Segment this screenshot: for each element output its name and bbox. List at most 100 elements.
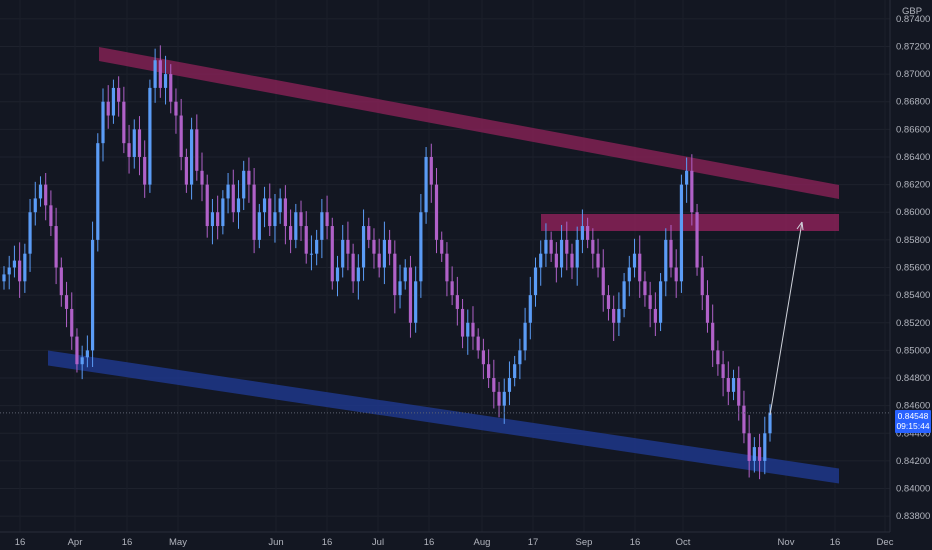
candle-body (450, 281, 454, 296)
candle-body (122, 101, 126, 144)
candle-body (544, 239, 548, 254)
candle-body (330, 226, 334, 282)
y-tick-label: 0.87400 (896, 14, 930, 25)
candle-body (716, 350, 720, 365)
candle-body (440, 239, 444, 254)
drawings[interactable] (48, 47, 839, 484)
candle-body (309, 253, 314, 255)
candle-body (195, 129, 199, 171)
candle-body (90, 239, 95, 351)
candle-body (549, 239, 553, 254)
candle-body (455, 295, 459, 309)
candle-body (606, 295, 611, 309)
candle-body (622, 281, 626, 309)
candle-body (174, 101, 178, 116)
candle-body (377, 253, 381, 268)
candle-body (476, 336, 480, 351)
plot-area (0, 0, 890, 532)
candle-body (460, 308, 465, 337)
candle-body (163, 74, 168, 88)
candle-body (747, 433, 751, 461)
candle-body (143, 156, 147, 185)
candle-body (763, 433, 767, 461)
candle-body (106, 101, 110, 116)
candle-body (711, 322, 715, 351)
candle-body (481, 350, 486, 365)
candle-body (669, 239, 673, 268)
candle-body (690, 170, 694, 213)
candle-body (294, 212, 298, 240)
candle-body (398, 281, 402, 296)
candle-body (664, 239, 668, 282)
y-tick-label: 0.84200 (896, 456, 930, 467)
x-tick-label: Nov (778, 537, 795, 548)
x-tick-label: Dec (877, 537, 894, 548)
candle-body (38, 184, 43, 199)
candle-body (158, 60, 162, 88)
candle-body (7, 267, 11, 275)
candle-body (695, 212, 699, 268)
candle-body (497, 391, 501, 406)
candle-body (492, 378, 496, 392)
candle-body (351, 253, 355, 282)
candle-body (705, 295, 710, 323)
candle-body (236, 198, 241, 213)
candle-body (638, 253, 642, 282)
candle-body (44, 184, 48, 206)
candle-body (70, 308, 74, 337)
candle-body (674, 267, 678, 282)
x-tick-label: 16 (630, 537, 641, 548)
candle-body (382, 239, 386, 268)
candle-body (575, 239, 579, 268)
x-tick-label: 16 (424, 537, 435, 548)
candle-body (768, 412, 772, 434)
candle-body (643, 281, 647, 296)
candle-body (200, 170, 204, 185)
candle-body (591, 239, 595, 254)
candle-body (320, 212, 324, 240)
candle-body (559, 239, 564, 268)
candle-body (184, 156, 188, 185)
candles (2, 45, 772, 480)
candle-body (471, 322, 475, 337)
candle-body (247, 170, 251, 185)
candle-body (75, 336, 79, 365)
candle-body (33, 198, 37, 213)
candle-body (757, 447, 762, 461)
candle-body (507, 378, 512, 392)
y-tick-label: 0.86000 (896, 207, 930, 218)
candle-body (315, 239, 319, 254)
candle-body (721, 364, 725, 379)
candle-body (257, 212, 261, 240)
projection-arrow (769, 221, 803, 416)
y-tick-label: 0.87000 (896, 69, 930, 80)
candle-body (304, 226, 308, 254)
candle-body (356, 267, 360, 282)
y-tick-label: 0.84600 (896, 401, 930, 412)
candle-body (554, 253, 558, 268)
y-tick-label: 0.86200 (896, 180, 930, 191)
candle-body (169, 74, 173, 102)
candle-body (64, 295, 69, 309)
candle-body (408, 267, 413, 323)
candle-body (528, 295, 532, 323)
x-tick-label: 16 (15, 537, 26, 548)
x-tick-label: Apr (68, 537, 83, 548)
current-price-badge: 0.84548 09:15:44 (895, 410, 931, 433)
candle-body (59, 267, 63, 296)
candle-body (361, 226, 366, 268)
candle-body (28, 212, 32, 254)
y-tick-label: 0.86400 (896, 152, 930, 163)
candle-body (179, 115, 183, 157)
candle-body (466, 322, 470, 337)
candle-body (429, 156, 433, 185)
candle-body (288, 226, 293, 240)
y-tick-label: 0.85600 (896, 263, 930, 274)
candle-body (612, 308, 616, 323)
candle-body (252, 184, 256, 240)
y-tick-label: 0.86600 (896, 124, 930, 135)
candle-body (731, 378, 736, 392)
candle-body (2, 274, 6, 282)
